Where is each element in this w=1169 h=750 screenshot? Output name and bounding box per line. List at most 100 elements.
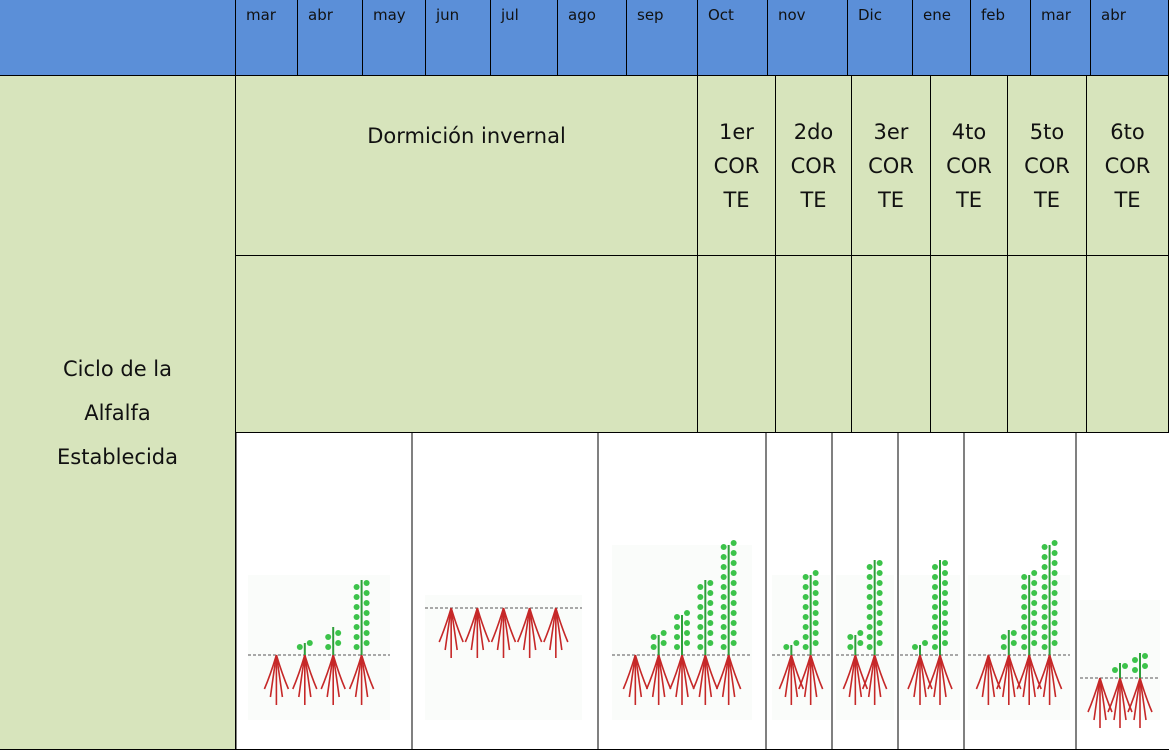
month-label: jul	[501, 6, 519, 24]
leaf	[922, 640, 928, 646]
leaf	[812, 620, 819, 626]
leaf	[325, 644, 332, 650]
arrow-cell	[776, 256, 852, 433]
leaf	[932, 614, 938, 620]
leaf	[942, 560, 948, 566]
leaf	[1142, 653, 1148, 659]
root	[854, 654, 869, 690]
leaf	[942, 590, 948, 596]
leaf	[866, 644, 873, 650]
leaf	[363, 590, 370, 596]
leaf	[1031, 630, 1038, 636]
leaf	[353, 584, 360, 590]
cut-text: 3er	[873, 119, 909, 144]
root	[555, 607, 569, 643]
leaf	[1041, 564, 1048, 570]
root	[634, 654, 649, 690]
cut-text: 6to	[1110, 119, 1145, 144]
leaf	[866, 584, 873, 590]
leaf	[660, 630, 667, 636]
leaf	[1041, 554, 1048, 560]
leaf	[802, 614, 809, 620]
leaf	[1051, 560, 1058, 566]
month-label: may	[373, 6, 406, 24]
root	[657, 654, 672, 690]
leaf	[1051, 590, 1058, 596]
leaf	[866, 614, 873, 620]
leaf	[730, 640, 737, 646]
leaf	[932, 564, 938, 570]
leaf	[306, 640, 313, 646]
leaf	[1051, 630, 1058, 636]
leaf	[866, 564, 873, 570]
leaf	[932, 604, 938, 610]
month-cell: feb	[971, 0, 1031, 76]
month-label: feb	[981, 6, 1006, 24]
leaf	[296, 644, 303, 650]
leaf	[697, 644, 704, 650]
leaf	[1142, 663, 1148, 669]
leaf	[720, 614, 727, 620]
leaf	[1051, 570, 1058, 576]
leaf	[1031, 600, 1038, 606]
cut-cell: 4to COR TE	[931, 76, 1008, 256]
cut-cell: 1er COR TE	[698, 76, 776, 256]
leaf	[866, 574, 873, 580]
leaf	[720, 584, 727, 590]
row-label-line: Alfalfa	[84, 400, 151, 425]
month-label: abr	[308, 6, 333, 24]
leaf	[363, 620, 370, 626]
leaf	[1041, 574, 1048, 580]
cut-text: COR	[1104, 153, 1151, 178]
leaf	[876, 640, 883, 646]
month-label: ene	[923, 6, 951, 24]
leaf	[674, 624, 680, 630]
leaf	[730, 610, 737, 616]
dormancy-text: Dormición invernal	[367, 123, 566, 148]
month-label: Dic	[858, 6, 882, 24]
leaf	[1010, 630, 1017, 636]
root	[360, 654, 375, 690]
leaf	[866, 634, 873, 640]
row-label-text: Ciclo de la Alfalfa Establecida	[57, 347, 178, 479]
leaf	[793, 640, 800, 646]
cut-text: COR	[790, 153, 837, 178]
leaf	[674, 614, 680, 620]
photo	[900, 575, 960, 720]
leaf	[876, 580, 883, 586]
root	[275, 654, 290, 690]
root	[476, 607, 491, 643]
month-cell: may	[363, 0, 426, 76]
leaf	[353, 624, 360, 630]
leaf	[932, 594, 938, 600]
cut-text: COR	[1024, 153, 1070, 178]
leaf	[720, 634, 727, 640]
leaf	[707, 620, 714, 626]
leaf	[353, 644, 360, 650]
leaf	[1031, 640, 1038, 646]
month-cell: abr	[298, 0, 363, 76]
month-label: nov	[778, 6, 806, 24]
leaf	[812, 640, 819, 646]
leaf	[857, 630, 864, 636]
photo	[772, 575, 830, 720]
month-cell: abr	[1091, 0, 1169, 76]
root	[304, 654, 318, 690]
month-cell: Dic	[848, 0, 913, 76]
root	[1048, 654, 1063, 690]
leaf	[1021, 604, 1028, 610]
leaf	[802, 584, 809, 590]
leaf	[335, 630, 342, 636]
leaf	[812, 610, 819, 616]
month-cell: sep	[627, 0, 698, 76]
cut-cell: 2do COR TE	[776, 76, 852, 256]
leaf	[353, 634, 360, 640]
month-label: ago	[568, 6, 596, 24]
leaf	[1031, 570, 1038, 576]
cut-text: COR	[868, 153, 914, 178]
month-label: sep	[637, 6, 664, 24]
dormancy-cell: Dormición invernal	[236, 76, 698, 256]
root	[1139, 677, 1153, 713]
leaf	[720, 554, 727, 560]
leaf	[1000, 634, 1007, 640]
